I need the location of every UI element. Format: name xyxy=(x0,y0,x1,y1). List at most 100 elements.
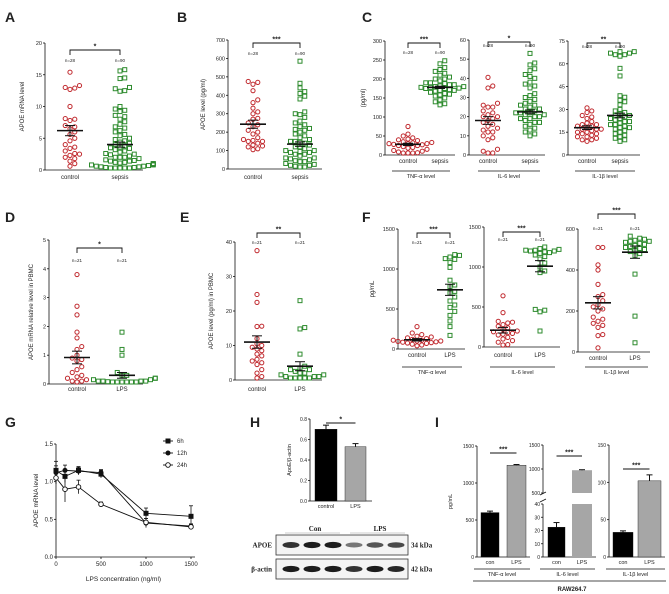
data-point-sepsis xyxy=(112,159,118,165)
x-tick-label: control xyxy=(408,353,426,359)
data-point-sepsis xyxy=(428,89,433,95)
data-point-sepsis xyxy=(527,133,533,139)
significance-stars: *** xyxy=(632,463,640,470)
data-point-sepsis xyxy=(622,99,628,105)
data-point-sepsis xyxy=(617,106,623,112)
panel-letter-C: C xyxy=(362,9,372,25)
data-point-control xyxy=(600,322,606,328)
data-point-control xyxy=(250,81,256,87)
data-point-sepsis xyxy=(437,92,443,98)
data-point-sepsis xyxy=(527,93,533,99)
data-point-sepsis xyxy=(297,58,303,64)
significance-stars: * xyxy=(508,36,511,43)
n-label: n=21 xyxy=(72,258,83,263)
data-point-sepsis xyxy=(622,123,628,129)
data-point-sepsis xyxy=(617,93,623,99)
blot-row-β-actin xyxy=(275,558,409,580)
data-point-LPS xyxy=(542,244,548,250)
blot-band xyxy=(324,565,342,573)
data-point-LPS xyxy=(110,379,115,385)
data-point-sepsis xyxy=(122,138,128,144)
data-point-sepsis xyxy=(122,75,128,81)
data-point-sepsis xyxy=(527,98,533,104)
data-point-control xyxy=(579,131,585,137)
data-point-sepsis xyxy=(532,96,538,102)
data-point-LPS xyxy=(119,346,125,352)
data-point-LPS xyxy=(637,235,643,241)
significance-stars: ** xyxy=(276,227,282,234)
data-point-LPS xyxy=(288,367,293,373)
data-point-LPS xyxy=(452,252,458,258)
y-tick-label: 0 xyxy=(229,378,232,384)
y-tick-label: 0 xyxy=(562,153,565,159)
blot-band xyxy=(324,541,342,549)
data-point-control xyxy=(584,138,590,144)
data-point-LPS xyxy=(152,375,158,381)
data-point-LPS xyxy=(542,254,548,260)
data-point-24h xyxy=(75,484,82,490)
data-point-control xyxy=(74,329,80,335)
y-tick-label: 500 xyxy=(466,518,475,524)
data-point-control xyxy=(593,131,600,137)
group-label: IL-1β level xyxy=(623,572,648,578)
data-point-sepsis xyxy=(311,161,317,167)
data-point-sepsis xyxy=(302,159,308,165)
significance-bracket xyxy=(487,41,531,47)
data-point-sepsis xyxy=(98,164,104,170)
data-point-sepsis xyxy=(292,163,298,169)
data-point-sepsis xyxy=(302,164,308,170)
data-point-control xyxy=(490,104,496,110)
data-point-LPS xyxy=(297,370,303,376)
data-point-control xyxy=(67,86,73,92)
data-point-sepsis xyxy=(117,160,123,166)
data-point-sepsis xyxy=(131,157,137,163)
x-tick-label: sepsis xyxy=(521,159,538,165)
significance-bracket xyxy=(69,49,121,55)
data-point-sepsis xyxy=(297,148,303,154)
data-point-LPS xyxy=(95,378,101,384)
chart-H: 0.0 0.2 0.4 0.6 0.8 ApoE/β-actin control LPS * xyxy=(287,417,372,510)
data-point-sepsis xyxy=(127,165,132,171)
y-tick-label: 40 xyxy=(226,240,232,246)
significance-bracket xyxy=(256,232,301,238)
data-point-sepsis xyxy=(617,49,623,55)
y-tick-label: 4 xyxy=(43,267,46,273)
data-point-control xyxy=(414,324,420,330)
data-point-control xyxy=(414,343,420,349)
data-point-control xyxy=(64,375,71,381)
data-point-control xyxy=(72,150,78,157)
data-point-control xyxy=(595,281,601,287)
n-label: n=21 xyxy=(252,240,263,245)
data-point-control xyxy=(254,375,260,381)
data-point-sepsis xyxy=(617,53,623,59)
data-point-control xyxy=(67,152,73,158)
data-point-control xyxy=(76,151,83,157)
data-point-sepsis xyxy=(451,82,457,88)
data-point-control xyxy=(579,137,585,143)
data-point-control xyxy=(255,140,261,146)
data-point-control xyxy=(72,129,78,135)
data-point-sepsis xyxy=(146,163,151,169)
data-point-sepsis xyxy=(89,162,94,168)
y-tick-label: 0.6 xyxy=(300,438,307,444)
data-point-sepsis xyxy=(541,112,547,118)
data-point-control xyxy=(409,330,415,336)
data-point-sepsis xyxy=(447,74,452,80)
group-label: IL-6 level xyxy=(556,572,578,578)
y-tick-label: 10 xyxy=(534,542,540,548)
data-point-control xyxy=(509,338,516,344)
data-point-control xyxy=(495,339,501,345)
data-point-control xyxy=(72,85,78,91)
data-point-sepsis xyxy=(302,93,308,99)
y-tick-label: 0 xyxy=(379,153,382,159)
chart-F3: 0 200 400 600 control LPS IL-1β level *** n=21 n=… xyxy=(566,208,652,376)
data-point-control xyxy=(485,137,491,143)
data-point-control xyxy=(428,334,434,340)
y-tick-label: 0.2 xyxy=(300,479,307,485)
data-point-sepsis xyxy=(141,163,147,169)
data-point-LPS xyxy=(316,374,322,380)
x-axis-label: LPS concentration (ng/ml) xyxy=(86,576,161,583)
y-axis-label: pg/mL xyxy=(448,494,454,509)
chart-I3: 0 50 100 150 con LPS *** IL-1β level xyxy=(598,443,665,578)
data-point-sepsis xyxy=(283,148,289,154)
